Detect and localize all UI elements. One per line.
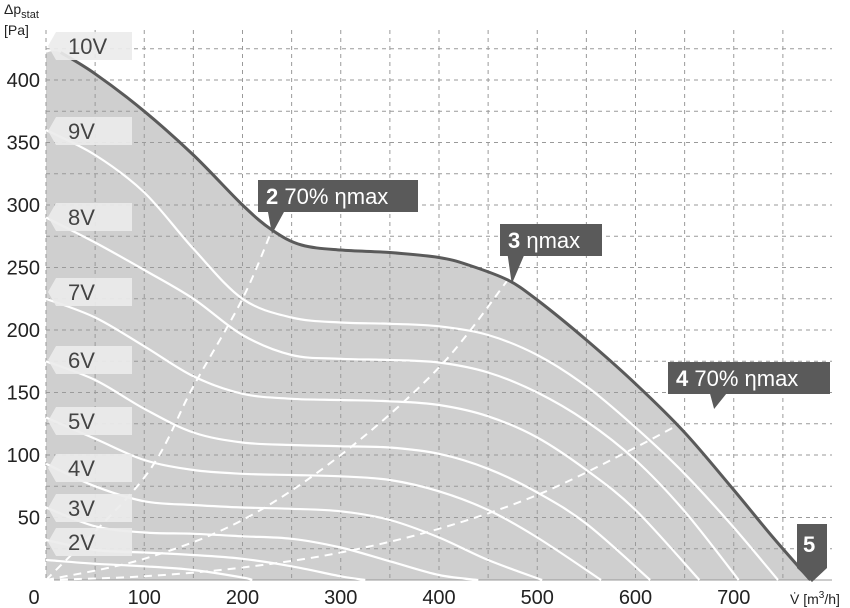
- curve-5v: [45, 416, 602, 581]
- callout-2-number: 2: [266, 184, 278, 209]
- voltage-label-10v: 10V: [68, 34, 107, 59]
- y-tick-label: 300: [7, 195, 40, 217]
- voltage-tag-bg: [48, 117, 132, 145]
- curve-1v: [45, 558, 253, 582]
- callout-4-number: 4: [676, 366, 689, 391]
- callout-5-bg: [797, 524, 827, 582]
- callout-3-number: 3: [508, 228, 520, 253]
- efficiency-line-3: [45, 279, 509, 581]
- callout-3-bg: [500, 224, 602, 284]
- y-tick-label: 400: [7, 70, 40, 92]
- callout-4-label: 4 70% ηmax: [676, 366, 798, 391]
- x-axis-unit-sup: 3: [819, 590, 825, 601]
- voltage-label-9v: 9V: [68, 119, 95, 144]
- y-tick-label: 150: [7, 383, 40, 405]
- voltage-label-5v: 5V: [68, 409, 95, 434]
- voltage-tag-bg: [48, 32, 132, 60]
- voltage-tag-bg: [48, 528, 132, 556]
- voltage-tag-bg: [48, 454, 132, 482]
- y-tick-label: 50: [18, 508, 40, 530]
- curve-7v: [45, 297, 701, 581]
- callout-4-bg: [668, 362, 830, 409]
- voltage-tag-bg: [48, 203, 132, 231]
- y-tick-label: 250: [7, 258, 40, 280]
- y-axis-unit: [Pa]: [4, 21, 29, 38]
- callout-2-bg: [258, 180, 418, 234]
- voltage-label-8v: 8V: [68, 205, 95, 230]
- voltage-tag-bg: [48, 407, 132, 435]
- callout-3-text: ηmax: [520, 228, 580, 253]
- y-axis-label-main: Δp: [4, 1, 22, 17]
- callout-5-number: 5: [803, 532, 815, 557]
- callout-2-text: 70% ηmax: [278, 184, 388, 209]
- voltage-label-3v: 3V: [68, 496, 95, 521]
- voltage-tag-bg: [48, 494, 132, 522]
- x-tick-label: 500: [521, 587, 554, 608]
- callout-2-label: 2 70% ηmax: [266, 184, 388, 209]
- voltage-label-7v: 7V: [68, 280, 95, 305]
- callout-4-text: 70% ηmax: [688, 366, 798, 391]
- x-tick-label: 100: [128, 587, 161, 608]
- x-axis-label: V̇ [m3/h]: [790, 590, 840, 607]
- x-axis-unit-post: /h]: [824, 591, 840, 607]
- voltage-label-6v: 6V: [68, 348, 95, 373]
- y-tick-label: 100: [7, 445, 40, 467]
- y-axis-label-sub: stat: [21, 8, 39, 21]
- voltage-tag-bg: [48, 278, 132, 306]
- x-tick-label: 300: [324, 587, 357, 608]
- operating-area: [46, 50, 811, 580]
- x-tick-label: 0: [28, 587, 39, 608]
- curve-9v: [45, 129, 779, 581]
- x-tick-label: 700: [717, 587, 750, 608]
- y-tick-label: 350: [7, 133, 40, 155]
- y-tick-label: 200: [7, 320, 40, 342]
- curve-6v: [45, 360, 651, 581]
- x-tick-label: 200: [226, 587, 259, 608]
- voltage-label-4v: 4V: [68, 456, 95, 481]
- x-tick-label: 400: [422, 587, 455, 608]
- curve-10v-max: [59, 51, 812, 581]
- x-tick-label: 600: [619, 587, 652, 608]
- y-axis-title: Δpstat [Pa]: [4, 2, 39, 38]
- voltage-label-2v: 2V: [68, 530, 95, 555]
- callout-3-label: 3 ηmax: [508, 228, 580, 253]
- voltage-tag-bg: [48, 346, 132, 374]
- efficiency-line-4: [45, 404, 715, 581]
- curve-8v: [45, 216, 740, 581]
